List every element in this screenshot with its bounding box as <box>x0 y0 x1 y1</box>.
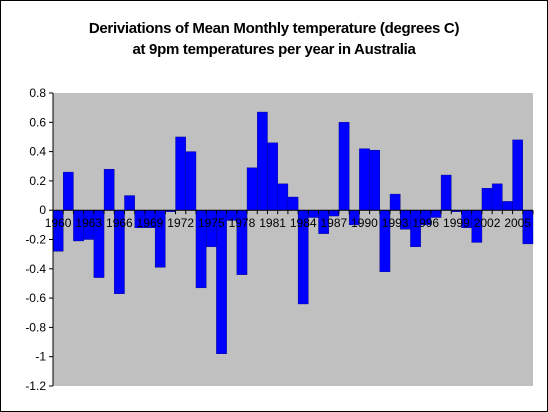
bar-1965 <box>103 168 115 211</box>
y-tick-label: -1 <box>35 350 46 364</box>
bars <box>52 111 534 354</box>
x-tick-label: 1978 <box>229 216 256 230</box>
bar-1983 <box>287 196 299 211</box>
y-tick-label: -0.2 <box>25 233 46 247</box>
bar-2004 <box>502 201 513 211</box>
x-tick-label: 1999 <box>443 216 470 230</box>
bar-1972 <box>175 136 186 211</box>
y-tick-label: 0.6 <box>29 115 46 129</box>
bar-1987 <box>328 209 340 217</box>
x-tick-label: 1972 <box>167 216 194 230</box>
bar-1979 <box>246 167 258 211</box>
chart-title-line-2: at 9pm temperatures per year in Australi… <box>132 41 416 58</box>
bar-1967 <box>124 195 135 211</box>
x-tick-label: 1981 <box>259 216 286 230</box>
x-tick-label: 1963 <box>75 216 102 230</box>
y-tick-label: 0.2 <box>29 174 46 188</box>
x-tick-label: 1996 <box>412 216 439 230</box>
bar-1982 <box>277 183 289 211</box>
bar-1961 <box>63 171 74 211</box>
x-tick-label: 1975 <box>198 216 225 230</box>
y-tick-label: -0.6 <box>25 291 46 305</box>
y-tick-label: 0.8 <box>29 86 46 100</box>
y-axis-ticks: 0.8 0.6 0.4 0.2 0 -0.2 -0.4 -0.6 -0.8 -1 -1.2 <box>25 86 53 393</box>
y-tick-label: -0.4 <box>25 262 46 276</box>
y-tick-label: 0 <box>39 203 46 217</box>
x-tick-label: 2002 <box>474 216 501 230</box>
bar-1988 <box>338 122 350 211</box>
bar-2005 <box>512 139 523 211</box>
bar-1973 <box>185 151 197 211</box>
x-tick-label: 2005 <box>504 216 531 230</box>
x-tick-label: 1987 <box>320 216 347 230</box>
bar-1976 <box>216 209 227 354</box>
x-tick-label: 1993 <box>382 216 409 230</box>
bar-1991 <box>369 149 381 211</box>
x-tick-label: 1984 <box>290 216 317 230</box>
x-tick-label: 1990 <box>351 216 378 230</box>
bar-1993 <box>389 193 401 211</box>
y-tick-label: -0.8 <box>25 320 46 334</box>
bar-1990 <box>359 148 370 211</box>
y-tick-label: -1.2 <box>25 379 46 393</box>
bar-1998 <box>440 174 452 211</box>
plot-area <box>53 93 533 386</box>
bar-2002 <box>481 188 493 211</box>
bar-1980 <box>257 111 268 211</box>
y-tick-label: 0.4 <box>29 145 46 159</box>
x-tick-label: 1969 <box>137 216 164 230</box>
chart-title-line-1: Deriviations of Mean Monthly temperature… <box>88 20 460 37</box>
x-tick-label: 1966 <box>106 216 133 230</box>
bar-2003 <box>491 183 503 211</box>
bar-1981 <box>267 142 278 211</box>
x-axis-ticks: 1960 1963 1966 1969 1972 1975 1978 1981 1984 1987… <box>45 210 534 230</box>
x-tick-label: 1960 <box>45 216 72 230</box>
chart-title: Deriviations of Mean Monthly temperature… <box>0 18 548 60</box>
